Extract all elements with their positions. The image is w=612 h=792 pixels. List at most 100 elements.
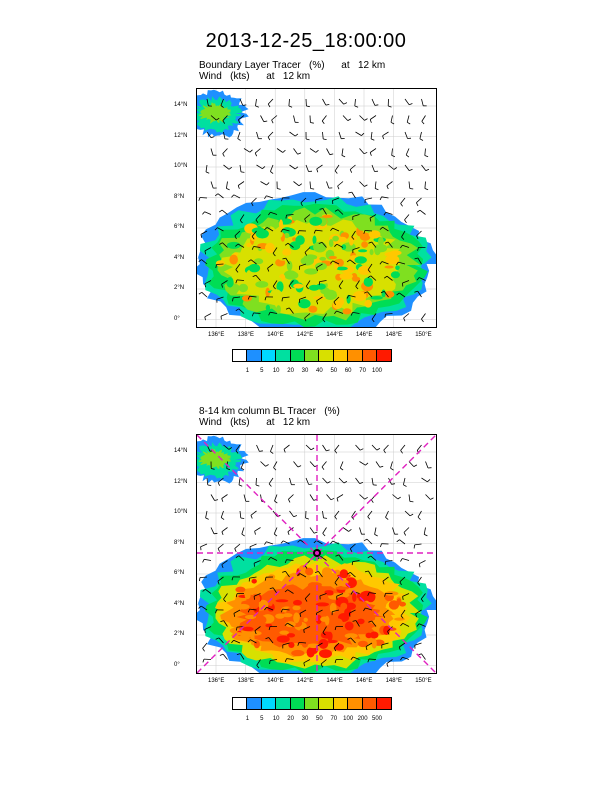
- lon-tick-label: 140°E: [267, 678, 284, 684]
- wind-barb: [359, 181, 368, 187]
- wind-barb: [235, 263, 241, 273]
- wind-barb: [322, 444, 330, 452]
- tracer-cell: [340, 602, 348, 611]
- colorbar-swatch: [348, 698, 363, 709]
- wind-barb: [239, 214, 245, 224]
- wind-barb: [220, 313, 228, 320]
- wind-barb: [254, 148, 261, 157]
- wind-barb: [416, 209, 426, 215]
- wind-barb: [384, 593, 393, 597]
- wind-barb: [334, 310, 344, 315]
- tracer-cell: [284, 232, 290, 239]
- wind-barb: [300, 197, 307, 207]
- tracer-cell: [232, 632, 245, 636]
- wind-barb: [297, 573, 307, 578]
- wind-barb: [202, 211, 212, 215]
- tracer-cell: [275, 269, 285, 274]
- wind-barb: [400, 622, 410, 627]
- tracer-cell: [358, 265, 371, 275]
- wind-barb: [322, 510, 328, 519]
- wind-barb: [342, 115, 352, 121]
- colorbar-label: 70: [359, 368, 366, 374]
- colorbar-swatch: [304, 698, 320, 709]
- colorbar-label: 500: [371, 716, 383, 722]
- wind-barb: [215, 609, 224, 614]
- wind-barb: [281, 197, 290, 202]
- tracer-cell: [371, 638, 377, 649]
- wind-barb: [355, 444, 364, 451]
- cross-section-line: [197, 435, 436, 673]
- wind-barb: [250, 510, 257, 519]
- tracer-cell: [275, 613, 285, 619]
- wind-barb: [416, 623, 426, 627]
- wind-barb: [214, 193, 224, 199]
- wind-barb: [321, 461, 327, 470]
- wind-barb: [285, 307, 294, 314]
- wind-barb: [367, 275, 377, 281]
- wind-barb: [400, 444, 406, 454]
- tracer-cell: [359, 232, 371, 241]
- wind-barb: [314, 571, 323, 578]
- wind-barb: [247, 608, 257, 613]
- tracer-cell: [321, 567, 332, 578]
- wind-barb: [249, 543, 257, 551]
- wind-barb: [416, 197, 422, 207]
- wind-barb: [359, 115, 368, 121]
- tracer-cell: [275, 258, 286, 267]
- tracer-cell: [282, 227, 293, 235]
- tracer-cell: [235, 586, 246, 593]
- tracer-cell: [301, 248, 305, 257]
- wind-barb: [415, 609, 422, 618]
- wind-barb: [315, 197, 323, 204]
- wind-barb: [367, 510, 373, 520]
- wind-barb: [198, 197, 208, 201]
- wind-barb: [289, 164, 299, 170]
- tracer-cell: [244, 591, 251, 600]
- wind-barb: [309, 148, 319, 153]
- wind-barb: [220, 620, 228, 627]
- colorbar-label: 30: [301, 368, 309, 374]
- tracer-cell: [368, 592, 376, 602]
- tracer-cell: [357, 220, 369, 231]
- wind-barb: [350, 656, 360, 661]
- wind-barb: [322, 477, 331, 484]
- wind-barb: [255, 214, 261, 223]
- wind-barb: [303, 626, 311, 633]
- panel2-colorbar: [232, 697, 393, 710]
- wind-barb: [216, 296, 224, 303]
- wind-barb: [334, 626, 344, 631]
- tracer-cell: [265, 287, 270, 297]
- tracer-cell: [363, 277, 373, 287]
- wind-barb: [202, 642, 208, 652]
- panel1-title: Boundary Layer Tracer (%) at 12 km: [199, 60, 386, 71]
- lon-tick-label: 146°E: [356, 332, 373, 338]
- wind-barb: [248, 576, 257, 582]
- wind-barb: [416, 277, 426, 281]
- wind-barb: [204, 313, 212, 321]
- wind-barb: [268, 626, 278, 631]
- wind-barb: [313, 540, 323, 545]
- wind-barb: [205, 164, 210, 174]
- lat-tick-label: 12°N: [174, 478, 188, 485]
- wind-barb: [226, 181, 230, 191]
- wind-barb: [309, 115, 314, 124]
- wind-barb: [289, 510, 298, 518]
- colorbar-swatch: [362, 350, 377, 361]
- wind-barb: [288, 280, 294, 290]
- wind-barb: [408, 461, 418, 467]
- wind-barb: [235, 555, 245, 561]
- wind-barb: [280, 608, 290, 613]
- wind-barb: [243, 494, 250, 502]
- wind-barb: [198, 291, 208, 298]
- wind-barb: [334, 243, 344, 248]
- wind-barb: [289, 477, 295, 486]
- tracer-cell: [238, 283, 248, 293]
- wind-barb: [333, 642, 340, 652]
- tracer-cell: [315, 602, 329, 607]
- wind-barb: [251, 312, 261, 317]
- wind-barb: [383, 275, 393, 281]
- tracer-cell: [285, 621, 296, 628]
- colorbar-swatch: [261, 698, 277, 709]
- wind-barb: [305, 164, 313, 172]
- tracer-cell: [215, 260, 225, 267]
